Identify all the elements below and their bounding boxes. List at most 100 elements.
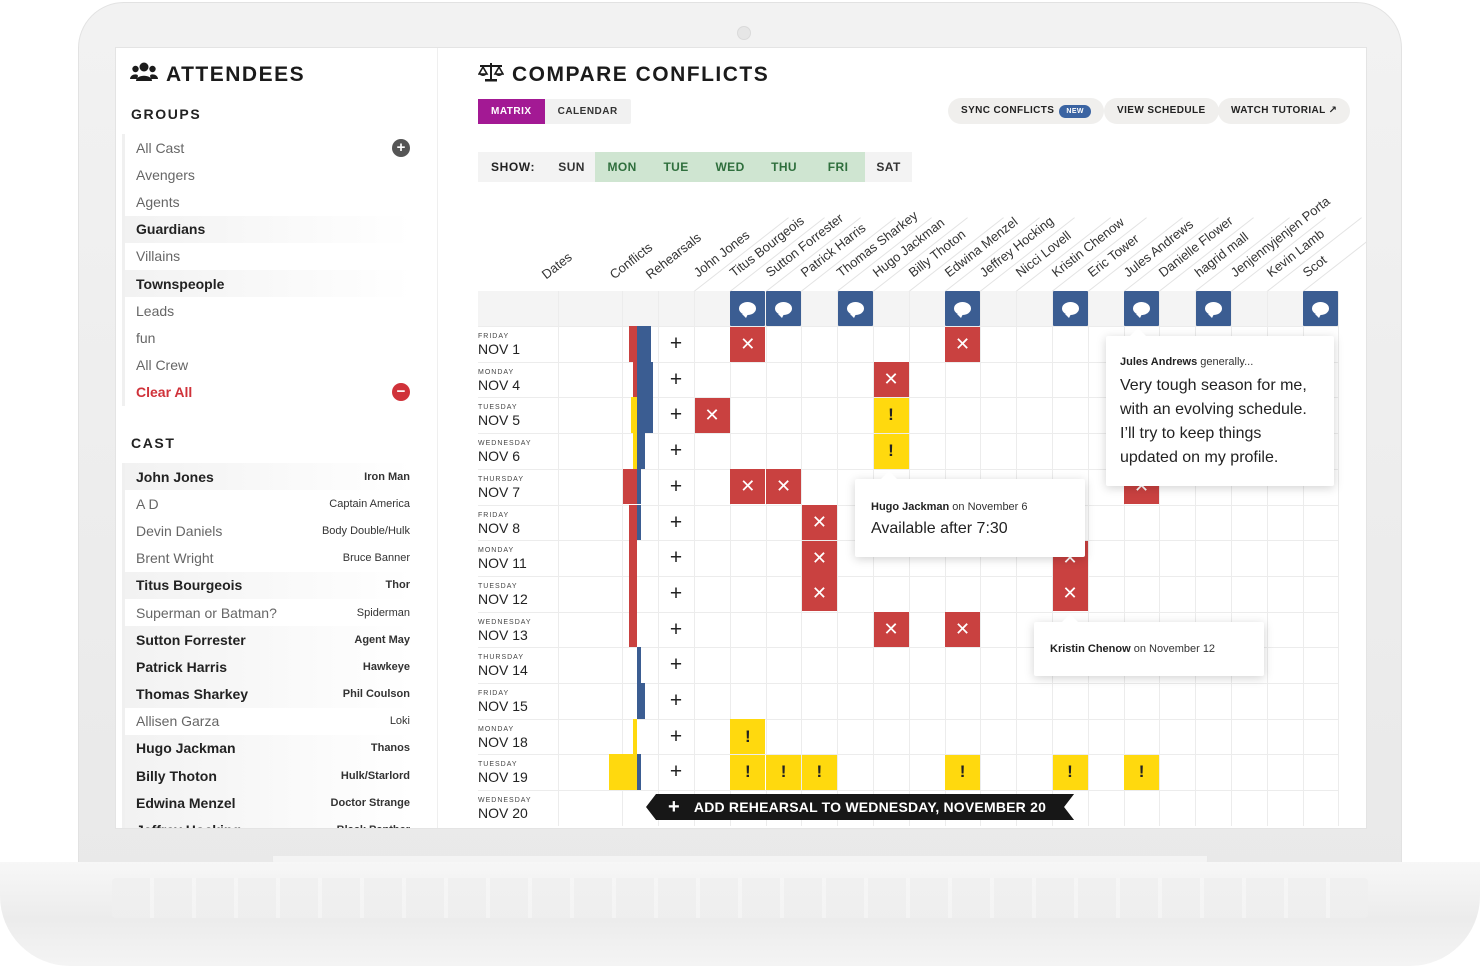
- clear-groups-icon[interactable]: −: [392, 383, 410, 402]
- cast-item[interactable]: Superman or Batman? Spiderman: [122, 598, 412, 627]
- warning-cell[interactable]: !: [730, 754, 766, 790]
- cast-item[interactable]: Thomas Sharkey Phil Coulson: [122, 680, 412, 708]
- add-rehearsal-banner[interactable]: + ADD REHEARSAL TO WEDNESDAY, NOVEMBER 2…: [646, 794, 1074, 820]
- add-rehearsal-icon[interactable]: +: [669, 367, 683, 391]
- grid-line: [1087, 291, 1089, 826]
- cast-role: Spiderman: [356, 606, 410, 619]
- comment-icon[interactable]: [1124, 291, 1160, 326]
- add-rehearsal-icon[interactable]: +: [669, 689, 683, 712]
- day-mon[interactable]: MON: [595, 152, 650, 182]
- conflict-cell[interactable]: ✕: [801, 505, 837, 540]
- cast-item[interactable]: Devin Daniels Body Double/Hulk: [122, 517, 412, 545]
- day-sun[interactable]: SUN: [558, 160, 585, 174]
- page-title: COMPARE CONFLICTS: [512, 62, 770, 86]
- comment-icon[interactable]: [1052, 291, 1088, 326]
- sync-conflicts-label: SYNC CONFLICTS: [961, 105, 1055, 116]
- cast-item[interactable]: Jeffrey Hocking Black Panther: [122, 816, 412, 828]
- cast-item[interactable]: Edwina Menzel Doctor Strange: [122, 789, 412, 817]
- group-item[interactable]: fun: [122, 324, 412, 352]
- add-rehearsal-icon[interactable]: +: [669, 439, 683, 463]
- conflict-cell[interactable]: ✕: [801, 576, 837, 612]
- conflict-cell[interactable]: ✕: [730, 469, 766, 505]
- day-sat[interactable]: SAT: [876, 160, 901, 174]
- add-rehearsal-icon[interactable]: +: [669, 403, 683, 427]
- conflict-cell[interactable]: ✕: [766, 469, 802, 505]
- day-tue[interactable]: TUE: [649, 152, 704, 182]
- add-rehearsal-icon[interactable]: +: [669, 760, 683, 784]
- conflict-cell[interactable]: ✕: [730, 326, 766, 362]
- laptop-keyboard: [112, 878, 1368, 918]
- group-item[interactable]: Guardians: [122, 215, 412, 243]
- warning-cell[interactable]: !: [766, 754, 802, 790]
- conflict-bar-blue: [637, 683, 645, 719]
- conflict-cell[interactable]: ✕: [694, 397, 730, 433]
- conflict-bar-yellow: [631, 397, 637, 434]
- warning-cell[interactable]: !: [873, 397, 909, 433]
- cast-item[interactable]: Billy Thoton Hulk/Starlord: [122, 762, 412, 790]
- watch-tutorial-button[interactable]: WATCH TUTORIAL ↗: [1218, 98, 1351, 124]
- cast-item[interactable]: A D Captain America: [122, 490, 412, 518]
- date-cell: FRIDAY NOV 15: [478, 690, 558, 714]
- warning-cell[interactable]: !: [1052, 754, 1088, 790]
- add-rehearsal-icon[interactable]: +: [669, 474, 683, 498]
- tab-matrix[interactable]: MATRIX: [478, 99, 545, 124]
- cast-item[interactable]: Sutton Forrester Agent May: [122, 626, 412, 654]
- group-item[interactable]: Avengers: [122, 161, 412, 189]
- date-weekday: FRIDAY: [478, 333, 510, 340]
- conflict-cell[interactable]: ✕: [945, 612, 981, 648]
- day-fri[interactable]: FRI: [811, 152, 866, 182]
- conflict-bar-blue: [637, 754, 641, 791]
- cast-item[interactable]: Hugo Jackman Thanos: [122, 734, 412, 763]
- add-rehearsal-icon[interactable]: +: [669, 581, 683, 605]
- sync-conflicts-button[interactable]: SYNC CONFLICTS NEW: [948, 98, 1104, 124]
- cast-item[interactable]: John Jones Iron Man: [122, 463, 412, 491]
- conflict-cell[interactable]: ✕: [873, 612, 909, 648]
- add-group-icon[interactable]: +: [392, 138, 410, 157]
- grid-line: [873, 291, 874, 826]
- add-rehearsal-icon[interactable]: +: [669, 653, 683, 677]
- add-rehearsal-icon[interactable]: +: [669, 510, 683, 534]
- group-item[interactable]: All Crew: [122, 351, 412, 379]
- group-item[interactable]: Clear All −: [122, 378, 412, 406]
- grid-line: [1123, 291, 1125, 826]
- add-rehearsal-icon[interactable]: +: [669, 617, 683, 641]
- conflict-cell[interactable]: ✕: [801, 540, 837, 576]
- group-item[interactable]: Villains: [122, 242, 412, 270]
- warning-cell[interactable]: !: [873, 433, 909, 469]
- view-schedule-button[interactable]: VIEW SCHEDULE: [1104, 98, 1219, 124]
- warning-cell[interactable]: !: [1124, 754, 1160, 790]
- date-cell: MONDAY NOV 11: [478, 547, 558, 571]
- warning-cell[interactable]: !: [945, 754, 981, 790]
- day-thu[interactable]: THU: [757, 152, 812, 182]
- comment-icon[interactable]: [766, 291, 802, 326]
- conflict-cell[interactable]: ✕: [1052, 576, 1088, 612]
- conflict-cell[interactable]: ✕: [945, 326, 981, 362]
- group-item[interactable]: All Cast +: [122, 134, 412, 162]
- comment-icon[interactable]: [730, 291, 766, 326]
- day-wed[interactable]: WED: [703, 152, 758, 182]
- tooltip-message: Available after 7:30: [871, 520, 1008, 537]
- cast-item[interactable]: Titus Bourgeois Thor: [122, 571, 412, 599]
- cast-item[interactable]: Patrick Harris Hawkeye: [122, 653, 412, 681]
- warning-cell[interactable]: !: [801, 754, 837, 790]
- group-item[interactable]: Townspeople: [122, 269, 412, 298]
- group-item[interactable]: Agents: [122, 188, 412, 216]
- cast-item[interactable]: Brent Wright Bruce Banner: [122, 544, 412, 572]
- conflict-cell[interactable]: ✕: [873, 362, 909, 398]
- comment-icon[interactable]: [945, 291, 981, 326]
- column-header-person[interactable]: Scot: [1299, 252, 1330, 280]
- add-rehearsal-icon[interactable]: +: [669, 332, 683, 355]
- warning-cell[interactable]: !: [730, 719, 766, 755]
- add-rehearsal-icon[interactable]: +: [669, 546, 683, 570]
- date-weekday: THURSDAY: [478, 654, 524, 662]
- comment-icon[interactable]: [837, 291, 873, 326]
- tab-calendar[interactable]: CALENDAR: [557, 106, 618, 117]
- group-item[interactable]: Leads: [122, 297, 412, 325]
- add-rehearsal-icon[interactable]: +: [669, 724, 683, 748]
- conflict-bar-blue: [637, 433, 645, 469]
- comment-icon[interactable]: [1303, 291, 1339, 326]
- conflict-bar-blue: [637, 647, 641, 683]
- cast-item[interactable]: Allisen Garza Loki: [122, 707, 412, 735]
- grid-line: [478, 647, 1339, 649]
- comment-icon[interactable]: [1195, 291, 1231, 326]
